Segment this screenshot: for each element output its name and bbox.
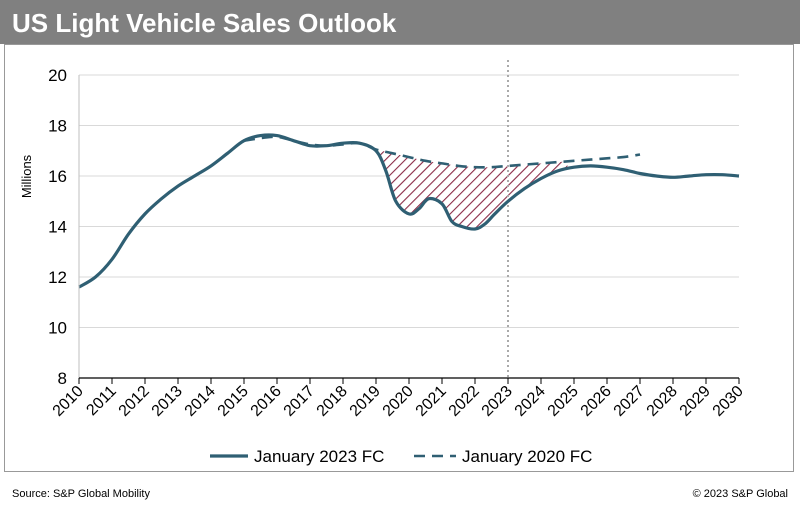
plot-border (4, 44, 794, 472)
x-tick-label: 2020 (380, 383, 417, 420)
x-tick-label: 2014 (182, 383, 219, 420)
chart-title: US Light Vehicle Sales Outlook (12, 8, 397, 38)
legend-label-january-2020-fc: January 2020 FC (462, 447, 592, 466)
x-tick-label: 2026 (578, 383, 615, 420)
x-tick-label: 2027 (611, 383, 648, 420)
x-tick-label: 2010 (50, 383, 87, 420)
y-axis-label: Millions (19, 154, 34, 198)
series-line-january-2023-fc (78, 133, 740, 289)
series-line-january-2020-fc (243, 135, 641, 169)
x-tick-label: 2029 (677, 383, 714, 420)
axes: 8101214161820201020112012201320142015201… (19, 66, 747, 420)
x-tick-label: 2025 (545, 383, 582, 420)
x-tick-label: 2015 (215, 383, 252, 420)
x-tick-label: 2017 (281, 383, 318, 420)
y-tick-label: 10 (48, 319, 67, 338)
x-tick-label: 2013 (149, 383, 186, 420)
legend: January 2023 FC January 2020 FC (210, 447, 592, 466)
x-tick-label: 2028 (644, 383, 681, 420)
y-tick-label: 16 (48, 167, 67, 186)
y-tick-label: 12 (48, 268, 67, 287)
x-tick-label: 2018 (314, 383, 351, 420)
copyright-note: © 2023 S&P Global (692, 488, 788, 500)
x-tick-label: 2023 (479, 383, 516, 420)
grid (79, 74, 739, 379)
x-tick-label: 2021 (413, 383, 450, 420)
line-chart: 8101214161820201020112012201320142015201… (19, 60, 747, 466)
x-tick-label: 2030 (710, 383, 747, 420)
x-tick-label: 2022 (446, 383, 483, 420)
y-tick-label: 8 (58, 369, 67, 388)
series-lines (78, 133, 740, 289)
x-tick-label: 2011 (83, 383, 119, 419)
y-tick-label: 18 (48, 117, 67, 136)
forecast-gap-area (376, 149, 568, 229)
x-tick-label: 2024 (512, 383, 549, 420)
y-tick-label: 20 (48, 66, 67, 85)
footer-band (0, 472, 800, 520)
x-tick-label: 2012 (116, 383, 153, 420)
shaded-gap-area (376, 149, 568, 229)
x-tick-label: 2019 (347, 383, 384, 420)
x-tick-label: 2016 (248, 383, 285, 420)
source-note: Source: S&P Global Mobility (12, 488, 150, 500)
legend-label-january-2023-fc: January 2023 FC (254, 447, 384, 466)
title-bar: US Light Vehicle Sales Outlook (0, 0, 800, 44)
y-tick-label: 14 (48, 218, 67, 237)
